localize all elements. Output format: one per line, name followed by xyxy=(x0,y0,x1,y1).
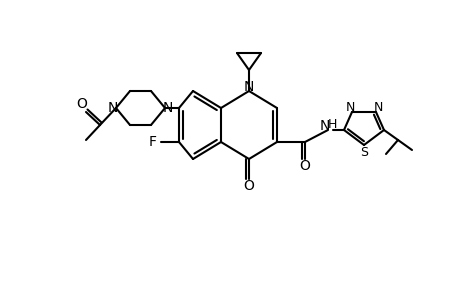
Text: H: H xyxy=(327,118,336,130)
Text: F: F xyxy=(149,135,157,149)
Text: N: N xyxy=(345,100,354,113)
Text: O: O xyxy=(299,159,310,173)
Text: N: N xyxy=(107,101,118,115)
Text: O: O xyxy=(243,179,254,193)
Text: N: N xyxy=(373,100,382,113)
Text: S: S xyxy=(359,146,367,158)
Text: N: N xyxy=(162,101,173,115)
Text: N: N xyxy=(319,119,330,133)
Text: O: O xyxy=(76,97,87,111)
Text: N: N xyxy=(243,80,254,94)
